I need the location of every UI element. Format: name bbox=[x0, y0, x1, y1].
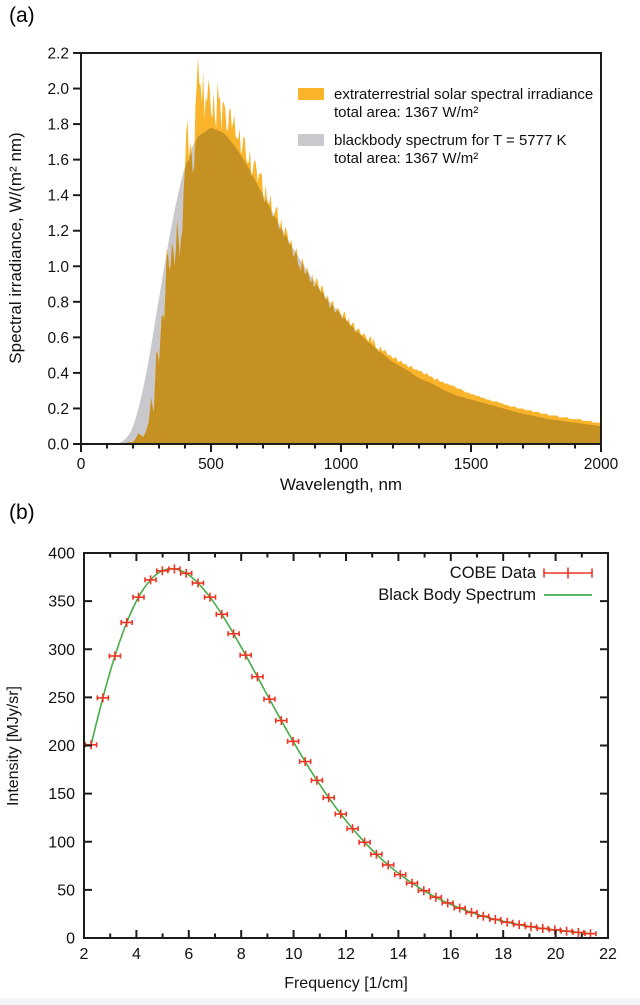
b-legend-label-cobe: COBE Data bbox=[450, 564, 537, 582]
solar-irradiance-chart: 0.0 0.2 0.4 0.6 0.8 1.0 1.2 1.4 1.6 1.8 2.0 2.2 0 500… bbox=[6, 46, 619, 495]
cobe-data-points bbox=[84, 564, 597, 939]
y-tick-label: 2.2 bbox=[47, 46, 69, 63]
y-tick-label: 100 bbox=[48, 834, 75, 851]
x-tick-label: 2 bbox=[80, 946, 89, 963]
y-tick-label: 0.4 bbox=[47, 365, 69, 382]
y-tick-label: 1.2 bbox=[47, 223, 69, 240]
y-tick-label: 50 bbox=[57, 882, 75, 899]
y-tick-label: 150 bbox=[48, 786, 75, 803]
x-tick-label: 18 bbox=[494, 946, 512, 963]
b-legend: COBE Data Black Body Spectrum bbox=[378, 564, 593, 604]
x-tick-label: 16 bbox=[442, 946, 460, 963]
x-tick-label: 8 bbox=[237, 946, 246, 963]
x-tick-label: 6 bbox=[184, 946, 193, 963]
a-legend-note-solar: total area: 1367 W/m² bbox=[334, 104, 478, 121]
panel-a-label: (a) bbox=[9, 4, 35, 27]
bottom-strip bbox=[0, 998, 640, 1005]
a-axes: 0.0 0.2 0.4 0.6 0.8 1.0 1.2 1.4 1.6 1.8 2.0 2.2 0 500… bbox=[47, 46, 618, 474]
y-tick-label: 350 bbox=[48, 594, 75, 611]
x-tick-label: 4 bbox=[132, 946, 141, 963]
x-tick-label: 1000 bbox=[324, 456, 359, 473]
a-plot-area bbox=[81, 56, 601, 445]
x-tick-label: 1500 bbox=[454, 456, 489, 473]
y-tick-label: 0.6 bbox=[47, 330, 69, 347]
y-tick-label: 1.8 bbox=[47, 117, 69, 134]
errorbar-sample-icon bbox=[543, 567, 593, 579]
b-x-axis-label: Frequency [1/cm] bbox=[284, 975, 408, 992]
y-tick-label: 250 bbox=[48, 690, 75, 707]
x-tick-label: 2000 bbox=[584, 456, 619, 473]
overlap-area bbox=[81, 127, 601, 445]
a-legend-swatch-solar bbox=[298, 88, 324, 100]
b-y-axis-label: Intensity [MJy/sr] bbox=[5, 686, 22, 806]
x-tick-label: 10 bbox=[285, 946, 303, 963]
y-tick-label: 400 bbox=[48, 546, 75, 563]
x-tick-label: 14 bbox=[390, 946, 408, 963]
a-y-axis-label: Spectral irradiance, W/(m² nm) bbox=[6, 132, 25, 363]
a-legend-label-solar: extraterrestrial solar spectral irradian… bbox=[334, 86, 593, 103]
y-tick-label: 0.8 bbox=[47, 294, 69, 311]
y-tick-label: 300 bbox=[48, 642, 75, 659]
y-tick-label: 0.0 bbox=[47, 437, 69, 454]
y-tick-label: 200 bbox=[48, 738, 75, 755]
blackbody-curve bbox=[90, 567, 591, 935]
errorbar-sample bbox=[543, 567, 593, 579]
y-tick-label: 0 bbox=[66, 931, 75, 948]
x-tick-label: 0 bbox=[77, 456, 86, 473]
cobe-spectrum-chart: 2 4 6 8 10 12 14 16 18 20 22 0 50 100 150 200 250 300 350 4… bbox=[5, 546, 617, 993]
x-tick-label: 20 bbox=[547, 946, 565, 963]
y-tick-label: 1.6 bbox=[47, 152, 69, 169]
plot-frame bbox=[83, 552, 609, 939]
y-tick-label: 1.0 bbox=[47, 259, 69, 276]
a-x-axis-label: Wavelength, nm bbox=[280, 475, 402, 494]
a-legend-swatch-blackbody bbox=[298, 134, 324, 146]
a-legend-note-blackbody: total area: 1367 W/m² bbox=[334, 150, 478, 167]
x-tick-label: 500 bbox=[198, 456, 224, 473]
x-tick-label: 12 bbox=[337, 946, 355, 963]
panel-b-label: (b) bbox=[9, 501, 35, 524]
y-tick-label: 0.2 bbox=[47, 401, 69, 418]
x-tick-label: 22 bbox=[599, 946, 617, 963]
b-axes: 2 4 6 8 10 12 14 16 18 20 22 0 50 100 150 200 250 300 350 4… bbox=[48, 546, 617, 964]
b-legend-label-blackbody: Black Body Spectrum bbox=[378, 586, 536, 604]
y-tick-label: 1.4 bbox=[47, 188, 69, 205]
a-legend: extraterrestrial solar spectral irradian… bbox=[298, 86, 593, 167]
y-tick-label: 2.0 bbox=[47, 81, 69, 98]
b-plot-area bbox=[84, 564, 597, 939]
a-legend-label-blackbody: blackbody spectrum for T = 5777 K bbox=[334, 132, 567, 149]
